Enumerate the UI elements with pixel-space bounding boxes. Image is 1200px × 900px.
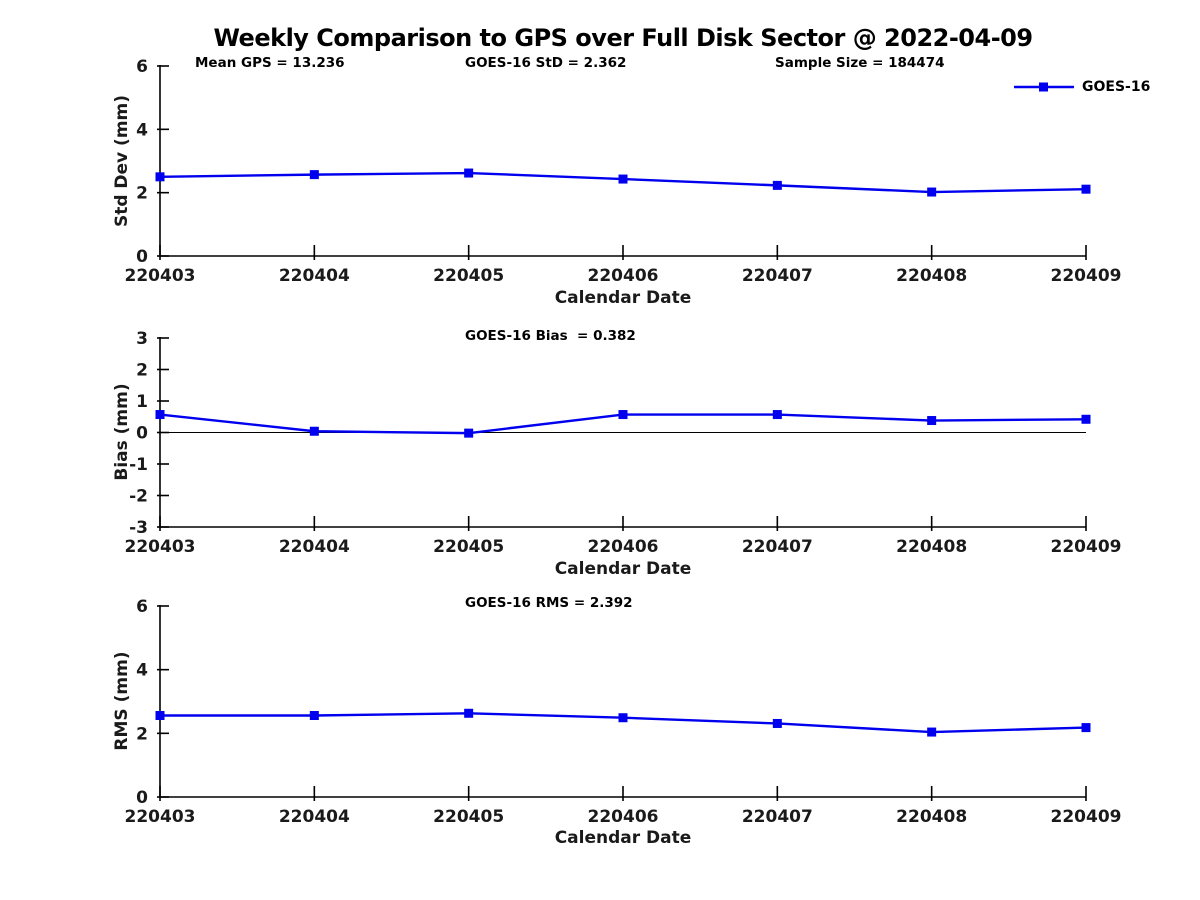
- x-axis-label-2: Calendar Date: [554, 559, 692, 579]
- y-tick-label: 6: [136, 597, 148, 617]
- y-tick-label: 3: [136, 329, 148, 349]
- data-marker: [772, 410, 782, 420]
- x-tick-label: 220405: [433, 266, 504, 286]
- data-marker: [1081, 414, 1091, 424]
- data-marker: [155, 172, 165, 182]
- x-tick-label: 220405: [433, 537, 504, 557]
- legend: GOES-16: [1013, 79, 1150, 95]
- x-tick-label: 220404: [279, 537, 350, 557]
- data-marker: [927, 727, 937, 737]
- x-tick-label: 220408: [896, 266, 967, 286]
- data-marker: [772, 180, 782, 190]
- x-tick-label: 220407: [742, 266, 813, 286]
- x-axis-label-3: Calendar Date: [554, 828, 692, 848]
- y-tick-label: 2: [136, 361, 148, 381]
- data-marker: [309, 426, 319, 436]
- x-tick-label: 220408: [896, 537, 967, 557]
- data-marker: [772, 718, 782, 728]
- x-tick-label: 220407: [742, 537, 813, 557]
- x-tick-label: 220409: [1051, 266, 1122, 286]
- data-marker: [464, 708, 474, 718]
- x-tick-label: 220409: [1051, 537, 1122, 557]
- x-tick-label: 220405: [433, 807, 504, 827]
- y-axis-label-bias: Bias (mm): [112, 383, 132, 481]
- y-tick-label: 0: [136, 788, 148, 808]
- figure-title: Weekly Comparison to GPS over Full Disk …: [213, 24, 1033, 52]
- legend-label: GOES-16: [1082, 79, 1151, 95]
- x-tick-label: 220407: [742, 807, 813, 827]
- y-tick-label: 4: [136, 661, 148, 681]
- x-tick-label: 220409: [1051, 807, 1122, 827]
- x-tick-label: 220403: [125, 266, 196, 286]
- x-tick-label: 220406: [588, 537, 659, 557]
- annotation-goes16-bias: GOES-16 Bias = 0.382: [465, 328, 636, 344]
- y-tick-label: -1: [129, 455, 148, 475]
- x-tick-label: 220403: [125, 537, 196, 557]
- y-tick-label: 6: [136, 57, 148, 77]
- y-tick-label: 2: [136, 184, 148, 204]
- x-axis-label-1: Calendar Date: [554, 288, 692, 308]
- data-marker: [927, 187, 937, 197]
- y-tick-label: 4: [136, 120, 148, 140]
- x-tick-label: 220404: [279, 807, 350, 827]
- data-marker: [155, 410, 165, 420]
- y-tick-label: 0: [136, 247, 148, 267]
- x-tick-label: 220406: [588, 266, 659, 286]
- data-marker: [464, 428, 474, 438]
- annotation-mean-gps: Mean GPS = 13.236: [195, 55, 345, 71]
- x-tick-label: 220403: [125, 807, 196, 827]
- data-marker: [927, 416, 937, 426]
- legend-line-sample: [1014, 82, 1074, 92]
- y-tick-label: -2: [129, 487, 148, 507]
- data-marker: [464, 168, 474, 178]
- data-marker: [618, 174, 628, 184]
- x-tick-label: 220404: [279, 266, 350, 286]
- data-marker: [309, 711, 319, 721]
- data-marker: [618, 713, 628, 723]
- annotation-goes16-rms: GOES-16 RMS = 2.392: [465, 595, 633, 611]
- data-marker: [618, 410, 628, 420]
- y-axis-label-rms: RMS (mm): [112, 651, 132, 751]
- data-marker: [1081, 184, 1091, 194]
- annotation-goes16-std: GOES-16 StD = 2.362: [465, 55, 627, 71]
- y-axis-label-std-dev: Std Dev (mm): [112, 94, 132, 228]
- y-tick-label: -3: [129, 518, 148, 538]
- y-tick-label: 0: [136, 424, 148, 444]
- data-marker: [1081, 723, 1091, 733]
- data-marker: [309, 170, 319, 180]
- x-tick-label: 220406: [588, 807, 659, 827]
- y-tick-label: 2: [136, 724, 148, 744]
- annotation-sample-size: Sample Size = 184474: [775, 55, 945, 71]
- y-tick-label: 1: [136, 392, 148, 412]
- data-marker: [155, 711, 165, 721]
- x-tick-label: 220408: [896, 807, 967, 827]
